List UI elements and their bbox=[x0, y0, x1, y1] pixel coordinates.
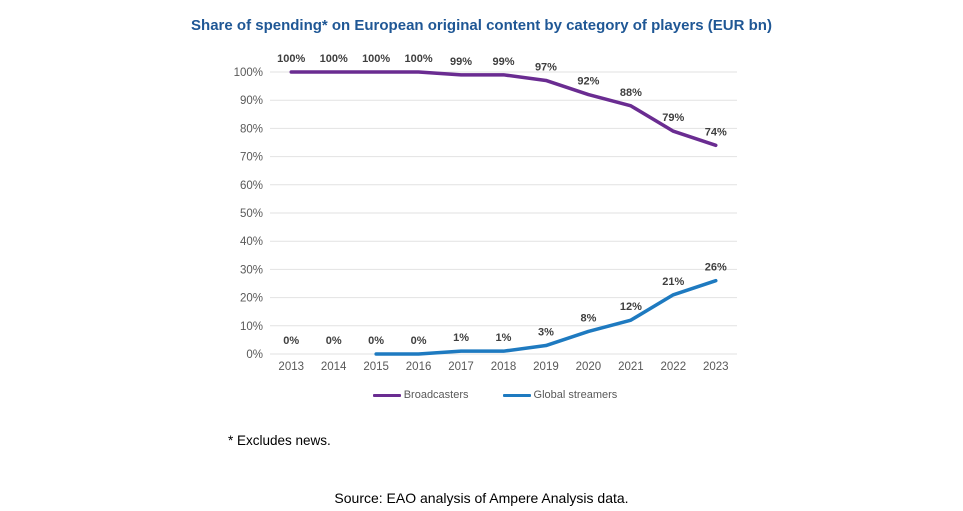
data-label-broadcasters: 99% bbox=[450, 56, 472, 68]
series-line-broadcasters bbox=[289, 70, 718, 148]
data-label-streamers: 0% bbox=[411, 335, 427, 347]
line-chart: 0% 10% 20% 30% 40% 50% 60% 70% 80% 90% 100% 2013 201… bbox=[234, 48, 755, 398]
data-label-streamers: 12% bbox=[620, 301, 642, 313]
y-axis-tick-label: 40% bbox=[240, 236, 263, 248]
x-axis-tick-label: 2014 bbox=[321, 361, 347, 373]
y-axis-tick-label: 70% bbox=[240, 152, 263, 164]
footnote: * Excludes news. bbox=[228, 433, 331, 448]
legend-label-global-streamers: Global streamers bbox=[533, 389, 618, 401]
data-label-streamers: 1% bbox=[453, 332, 469, 344]
data-label-broadcasters: 99% bbox=[492, 56, 514, 68]
x-axis-tick-label: 2015 bbox=[363, 361, 389, 373]
x-axis-tick-label: 2023 bbox=[703, 361, 729, 373]
y-axis-tick-label: 30% bbox=[240, 264, 263, 276]
data-label-streamers: 21% bbox=[662, 276, 684, 288]
y-axis-tick-label: 90% bbox=[240, 95, 263, 107]
legend-item-global-streamers: Global streamers bbox=[502, 389, 618, 401]
data-label-broadcasters: 79% bbox=[662, 112, 684, 124]
series-line-streamers bbox=[374, 278, 718, 356]
x-axis-tick-label: 2021 bbox=[618, 361, 644, 373]
x-axis-tick-label: 2017 bbox=[448, 361, 474, 373]
broadcasters-line-swatch-icon bbox=[372, 393, 401, 397]
data-label-streamers: 26% bbox=[705, 262, 727, 274]
data-label-streamers: 8% bbox=[580, 312, 596, 324]
data-label-streamers: 1% bbox=[496, 332, 512, 344]
chart-legend: Broadcasters Global streamers bbox=[235, 389, 755, 401]
data-label-broadcasters: 100% bbox=[405, 53, 433, 65]
y-axis-tick-label: 50% bbox=[240, 208, 263, 220]
legend-item-broadcasters: Broadcasters bbox=[372, 389, 469, 401]
y-axis-tick-label: 60% bbox=[240, 180, 263, 192]
x-axis-tick-label: 2016 bbox=[406, 361, 432, 373]
data-label-broadcasters: 100% bbox=[362, 53, 390, 65]
data-label-broadcasters: 74% bbox=[705, 126, 727, 138]
x-axis-tick-label: 2020 bbox=[576, 361, 602, 373]
data-label-streamers: 0% bbox=[326, 335, 342, 347]
streamers-line-swatch-icon bbox=[502, 393, 531, 397]
chart-canvas: 0% 10% 20% 30% 40% 50% 60% 70% 80% 90% 100% 2013 201… bbox=[234, 53, 737, 373]
y-axis-tick-label: 80% bbox=[240, 123, 263, 135]
data-label-streamers: 3% bbox=[538, 327, 554, 339]
y-axis-tick-label: 10% bbox=[240, 321, 263, 333]
y-axis-tick-label: 100% bbox=[234, 67, 263, 79]
data-label-streamers: 0% bbox=[368, 335, 384, 347]
data-label-broadcasters: 92% bbox=[577, 76, 599, 88]
x-axis-tick-label: 2013 bbox=[278, 361, 304, 373]
x-axis-tick-label: 2022 bbox=[661, 361, 687, 373]
data-label-broadcasters: 88% bbox=[620, 87, 642, 99]
data-label-streamers: 0% bbox=[283, 335, 299, 347]
chart-title: Share of spending* on European original … bbox=[191, 17, 772, 34]
source-attribution: Source: EAO analysis of Ampere Analysis … bbox=[334, 490, 629, 506]
data-label-broadcasters: 100% bbox=[277, 53, 305, 65]
data-label-broadcasters: 100% bbox=[320, 53, 348, 65]
x-axis-tick-label: 2018 bbox=[491, 361, 517, 373]
y-axis-tick-label: 0% bbox=[246, 349, 263, 361]
data-label-broadcasters: 97% bbox=[535, 61, 557, 73]
x-axis-tick-label: 2019 bbox=[533, 361, 559, 373]
legend-label-broadcasters: Broadcasters bbox=[403, 389, 469, 401]
y-axis-tick-label: 20% bbox=[240, 293, 263, 305]
